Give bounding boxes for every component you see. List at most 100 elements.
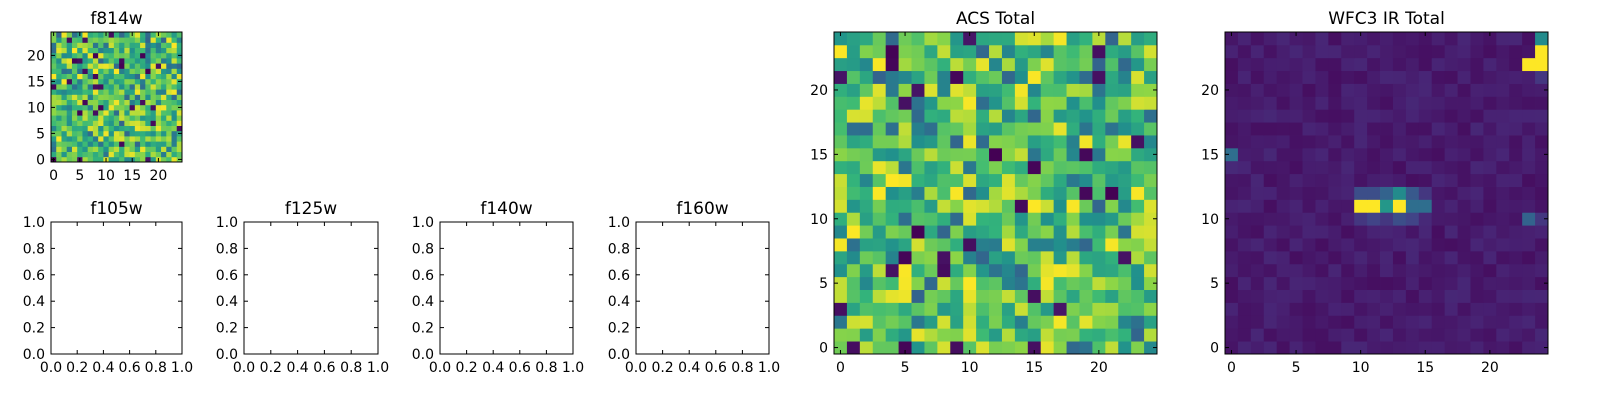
- heatmap-cell: [150, 58, 157, 64]
- heatmap-cell: [56, 37, 62, 43]
- y-tick-label: 0.4: [23, 294, 45, 310]
- y-tick-label: 0.0: [608, 347, 630, 363]
- heatmap-cell: [1263, 225, 1278, 239]
- heatmap-cell: [1405, 302, 1420, 316]
- heatmap-cell: [1418, 263, 1433, 278]
- heatmap-cell: [963, 122, 977, 136]
- heatmap-cell: [1367, 122, 1381, 136]
- heatmap-cell: [66, 63, 73, 69]
- heatmap-cell: [1014, 57, 1029, 72]
- heatmap-cell: [51, 136, 57, 142]
- heatmap-cell: [1118, 57, 1132, 72]
- heatmap-cell: [92, 125, 99, 132]
- heatmap-cell: [77, 99, 83, 106]
- heatmap-cell: [124, 84, 130, 90]
- heatmap-cell: [1289, 109, 1303, 123]
- heatmap-cell: [1053, 212, 1067, 226]
- heatmap-cell: [1066, 328, 1080, 342]
- heatmap-cell: [1431, 302, 1446, 316]
- heatmap-cell: [77, 37, 83, 43]
- heatmap-cell: [134, 104, 141, 111]
- heatmap-cell: [161, 89, 167, 95]
- heatmap-cell: [1457, 250, 1471, 265]
- heatmap-cell: [950, 199, 964, 213]
- heatmap-cell: [1053, 32, 1067, 46]
- heatmap-cell: [1470, 109, 1484, 123]
- heatmap-cell: [145, 63, 151, 69]
- heatmap-cell: [1315, 186, 1329, 200]
- heatmap-cell: [1341, 83, 1355, 97]
- heatmap-cell: [171, 104, 178, 111]
- heatmap-cell: [134, 58, 141, 64]
- heatmap-cell: [98, 32, 104, 38]
- heatmap-cell: [134, 84, 141, 90]
- heatmap-cell: [150, 146, 157, 152]
- heatmap-cell: [1354, 135, 1368, 149]
- heatmap-cell: [1040, 186, 1055, 200]
- heatmap-cell: [51, 141, 57, 147]
- heatmap-cell: [1535, 32, 1549, 46]
- heatmap-cell: [87, 130, 94, 137]
- heatmap-cell: [176, 120, 183, 126]
- heatmap-cell: [119, 42, 125, 48]
- heatmap-cell: [872, 199, 887, 213]
- heatmap-cell: [976, 328, 990, 342]
- heatmap-cell: [103, 42, 110, 48]
- heatmap-cell: [1276, 186, 1290, 200]
- heatmap-cell: [161, 104, 167, 111]
- heatmap-cell: [1250, 122, 1265, 136]
- heatmap-cell: [834, 173, 848, 187]
- heatmap-cell: [1144, 302, 1158, 316]
- heatmap-cell: [1079, 225, 1093, 239]
- heatmap-cell: [1001, 135, 1016, 149]
- heatmap-cell: [1535, 70, 1549, 84]
- heatmap-cell: [885, 199, 899, 213]
- heatmap-cell: [950, 44, 964, 59]
- heatmap-cell: [161, 151, 167, 158]
- heatmap-cell: [98, 84, 104, 90]
- heatmap-cell: [1289, 238, 1303, 252]
- heatmap-cell: [1367, 70, 1381, 84]
- heatmap-cell: [1457, 302, 1471, 316]
- heatmap-cell: [176, 151, 183, 158]
- heatmap-cell: [119, 32, 125, 38]
- heatmap-cell: [989, 199, 1003, 213]
- heatmap-cell: [872, 250, 887, 265]
- heatmap-cell: [1405, 186, 1420, 200]
- heatmap-cell: [872, 263, 887, 278]
- heatmap-cell: [963, 328, 977, 342]
- heatmap-cell: [1522, 186, 1536, 200]
- heatmap-cell: [61, 63, 68, 69]
- heatmap-cell: [1522, 135, 1536, 149]
- heatmap-cell: [1040, 160, 1055, 175]
- heatmap-cell: [1470, 225, 1484, 239]
- heatmap-cell: [1079, 212, 1093, 226]
- heatmap-cell: [61, 47, 68, 54]
- x-tick-label: 0.0: [625, 360, 647, 376]
- heatmap-cell: [1027, 225, 1042, 239]
- y-tick-label: 0.2: [23, 321, 45, 337]
- heatmap-cell: [1118, 328, 1132, 342]
- heatmap-cell: [976, 225, 990, 239]
- heatmap-cell: [1079, 263, 1093, 278]
- heatmap-cell: [859, 238, 874, 252]
- heatmap-cell: [71, 32, 78, 38]
- heatmap-cell: [872, 328, 887, 342]
- heatmap-cell: [1354, 341, 1368, 355]
- heatmap-cell: [1367, 199, 1381, 213]
- heatmap-cell: [150, 110, 157, 116]
- heatmap-cell: [1053, 173, 1067, 187]
- heatmap-cell: [145, 52, 151, 59]
- heatmap-cell: [113, 63, 120, 69]
- heatmap-cell: [963, 289, 977, 303]
- heatmap-cell: [119, 115, 125, 121]
- heatmap-cell: [61, 104, 68, 111]
- heatmap-cell: [1105, 173, 1119, 187]
- heatmap-cell: [150, 120, 157, 126]
- heatmap-cell: [937, 147, 951, 162]
- heatmap-cell: [71, 151, 78, 158]
- heatmap-cell: [1027, 147, 1042, 162]
- heatmap-cell: [1418, 199, 1433, 213]
- heatmap-cell: [834, 276, 848, 290]
- heatmap-cell: [898, 341, 912, 355]
